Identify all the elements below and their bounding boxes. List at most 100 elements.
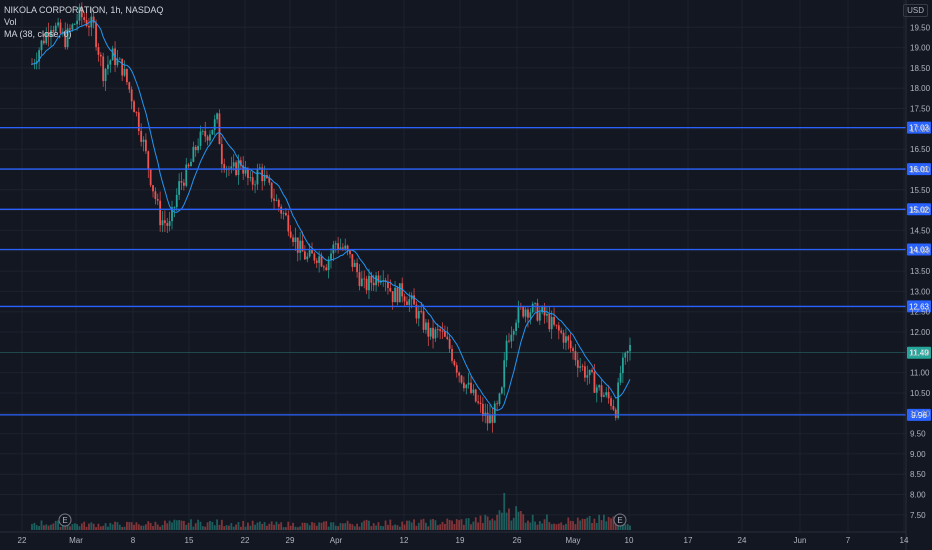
- level-badge: [907, 163, 931, 176]
- volume-bar: [351, 524, 354, 530]
- volume-bar: [420, 519, 423, 530]
- horizontal-levels[interactable]: 17.03 16.01 15.02 14.03 12.63 9.96 11.49: [0, 121, 931, 421]
- volume-bar: [92, 523, 95, 530]
- volume-bar: [116, 522, 119, 530]
- candle-body: [394, 287, 396, 303]
- candle-body: [432, 327, 434, 339]
- volume-bar: [624, 524, 627, 530]
- candle-body: [57, 22, 60, 26]
- time-tick-label: Mar: [69, 536, 83, 545]
- volume-bar: [593, 518, 596, 530]
- volume-bar: [59, 527, 62, 530]
- candle-body: [83, 17, 86, 21]
- candle-body: [351, 254, 354, 267]
- volume-bar: [517, 511, 520, 530]
- price-tick-label: 17.00: [910, 125, 931, 134]
- candle-body: [607, 392, 610, 399]
- candle-body: [349, 250, 351, 255]
- volume-bar: [118, 524, 121, 530]
- candle-body: [567, 336, 570, 341]
- candle-body: [159, 200, 162, 226]
- volume-bar: [353, 526, 356, 530]
- candle-body: [216, 113, 218, 120]
- symbol-title[interactable]: NIKOLA CORPORATION, 1h, NASDAQ: [4, 5, 164, 15]
- volume-bar: [384, 520, 387, 530]
- volume-bar: [396, 525, 399, 530]
- volume-bar: [294, 526, 297, 530]
- price-tick-label: 16.00: [910, 165, 931, 174]
- volume-bar: [534, 521, 536, 530]
- volume-bar: [76, 524, 78, 530]
- volume-bar: [71, 524, 74, 530]
- candle-body: [496, 403, 499, 405]
- candle-body: [171, 207, 173, 222]
- ma-indicator-label[interactable]: MA (38, close, 0): [4, 29, 72, 39]
- candle-body: [415, 304, 418, 319]
- candle-body: [339, 247, 342, 250]
- candle-body: [218, 113, 221, 145]
- candle-body: [346, 245, 349, 251]
- candle-body: [524, 309, 527, 317]
- volume-bar: [565, 523, 567, 530]
- candle-body: [247, 168, 249, 179]
- candle-body: [465, 384, 468, 389]
- volume-bar: [102, 525, 105, 530]
- candle-body: [152, 185, 154, 192]
- volume-bar: [394, 524, 396, 530]
- volume-bar: [591, 522, 593, 530]
- candle-body: [417, 311, 420, 319]
- volume-bar: [306, 523, 309, 530]
- price-axis[interactable]: 19.50 19.00 18.50 18.00 17.50 17.00 16.50 16.00…: [910, 23, 931, 520]
- candle-body: [308, 249, 311, 257]
- currency-label[interactable]: USD: [903, 4, 928, 17]
- volume-bar: [425, 522, 427, 530]
- volume-bar: [140, 525, 143, 530]
- candle-body: [531, 303, 534, 313]
- volume-bar: [47, 525, 50, 530]
- candle-body: [541, 307, 544, 313]
- candle-body: [512, 330, 515, 335]
- volume-bar: [629, 525, 631, 530]
- candle-body: [263, 174, 266, 182]
- volume-bar: [166, 523, 169, 530]
- volume-bar: [370, 526, 373, 530]
- volume-bar: [579, 520, 582, 530]
- candle-body: [50, 30, 52, 37]
- volume-bar: [85, 526, 88, 530]
- volume-bar: [239, 526, 242, 530]
- volume-bar: [78, 526, 81, 530]
- volume-bar: [40, 520, 43, 530]
- candle-body: [206, 136, 209, 141]
- level-badge-label: 16.01: [909, 165, 930, 174]
- level-badge-label: 14.03: [909, 246, 930, 255]
- volume-bar: [95, 527, 97, 530]
- candle-body: [273, 198, 275, 201]
- volume-bar: [220, 519, 223, 530]
- volume-bar: [45, 524, 48, 530]
- volume-bar: [137, 524, 140, 530]
- price-tick-label: 19.50: [910, 23, 931, 32]
- candle-body: [344, 245, 347, 249]
- volume-bar: [35, 525, 38, 530]
- candle-body: [396, 287, 399, 303]
- candle-body: [377, 275, 380, 283]
- candle-body: [95, 22, 97, 48]
- volume-indicator-label[interactable]: Vol: [4, 17, 17, 27]
- volume-bar: [429, 519, 432, 530]
- volume-bar: [489, 520, 491, 530]
- price-tick-label: 15.00: [910, 206, 931, 215]
- candle-body: [154, 191, 157, 200]
- volume-bar: [64, 523, 67, 530]
- volume-bar: [187, 522, 190, 530]
- candle-body: [477, 401, 480, 403]
- last-price-badge: [907, 346, 931, 359]
- volume-bar: [54, 520, 57, 530]
- time-axis[interactable]: 22 Mar 8 15 22 29 Apr 12 19 26 May 10 17 24 Jun 7 14: [0, 0, 909, 550]
- volume-bar: [330, 522, 332, 530]
- time-tick-label: May: [565, 536, 580, 545]
- volume-bar: [242, 520, 245, 530]
- time-tick-label: 14: [900, 536, 909, 545]
- volume-bar: [610, 518, 612, 530]
